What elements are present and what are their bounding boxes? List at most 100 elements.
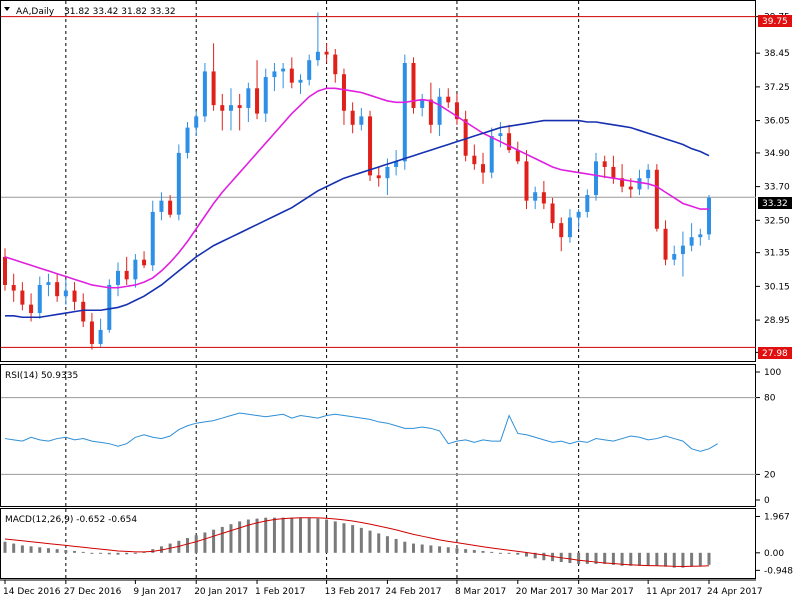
- candle-body: [228, 105, 233, 111]
- macd-histogram-bar: [73, 550, 77, 553]
- candle-body: [507, 133, 512, 151]
- x-tick-label: 20 Jan 2017: [194, 587, 248, 597]
- ma-fast-line: [4, 87, 709, 289]
- candle-body: [368, 116, 373, 176]
- candle-body: [594, 161, 599, 196]
- rsi-y-tick-label: 100: [764, 368, 781, 378]
- candle-body: [420, 99, 425, 108]
- candle-body: [72, 290, 77, 302]
- candle-body: [289, 68, 294, 83]
- candle-body: [20, 290, 25, 305]
- macd-histogram-bar: [194, 535, 198, 553]
- macd-histogram-bar: [186, 538, 190, 553]
- candle-body: [637, 178, 642, 190]
- candle-body: [202, 71, 207, 117]
- price-panel-frame: [0, 0, 756, 362]
- macd-histogram-bar: [611, 552, 615, 565]
- candle-body: [46, 282, 51, 285]
- macd-histogram-bar: [81, 551, 85, 553]
- macd-histogram-bar: [212, 529, 216, 553]
- macd-histogram-bar: [420, 544, 424, 553]
- rsi-y-tick-label: 80: [764, 394, 776, 404]
- x-tick-label: 14 Dec 2016: [3, 587, 61, 597]
- candle-body: [489, 136, 494, 173]
- candle-body: [611, 166, 616, 179]
- candle-body: [437, 96, 442, 125]
- candle-body: [481, 164, 486, 173]
- macd-histogram-bar: [333, 521, 337, 553]
- y-tick-label: 31.35: [764, 249, 790, 259]
- symbol-label: AA,Daily: [16, 7, 55, 17]
- macd-histogram-bar: [681, 552, 685, 568]
- macd-histogram-bar: [281, 517, 285, 553]
- macd-histogram-bar: [403, 541, 407, 553]
- macd-histogram-bar: [255, 518, 259, 553]
- macd-histogram-bar: [481, 550, 485, 553]
- axis-labels: 14 Dec 2016 27 Dec 2016 9 Jan 2017 20 Jan 2…: [3, 13, 790, 597]
- candle-body: [394, 161, 399, 167]
- candle-body: [29, 304, 34, 314]
- candle-body: [333, 54, 338, 75]
- macd-histogram-bar: [368, 530, 372, 553]
- macd-y-tick-label: -0.948: [764, 566, 793, 576]
- candle-body: [350, 110, 355, 125]
- current-price-label-bg: [758, 197, 792, 209]
- y-tick-label: 32.50: [764, 216, 790, 226]
- triangle-down-icon[interactable]: [4, 7, 10, 11]
- moving-averages: [4, 87, 710, 319]
- macd-histogram-bar: [646, 552, 650, 566]
- candle-body: [689, 237, 694, 246]
- candle-body: [628, 186, 633, 190]
- macd-histogram-bar: [12, 543, 16, 553]
- candle-body: [176, 152, 181, 215]
- macd-histogram-bar: [359, 527, 363, 553]
- candle-body: [185, 127, 190, 153]
- high-level-label-bg: [758, 15, 792, 27]
- x-tick-label: 13 Feb 2017: [325, 587, 381, 597]
- macd-histogram-bar: [316, 518, 320, 553]
- candle-body: [3, 256, 7, 285]
- candle-body: [37, 284, 42, 314]
- macd-histogram-bar: [690, 552, 694, 567]
- macd-histogram-bar: [637, 552, 641, 566]
- candle-body: [246, 88, 251, 108]
- candle-body: [585, 195, 590, 212]
- x-tick-label: 30 Mar 2017: [577, 587, 634, 597]
- macd-histogram-bar: [472, 550, 476, 553]
- x-tick-label: 20 Mar 2017: [516, 587, 573, 597]
- candle-body: [680, 245, 685, 255]
- candle-body: [550, 203, 555, 224]
- macd-histogram-bar: [438, 546, 442, 553]
- macd-histogram-bar: [516, 552, 520, 555]
- macd-histogram-bar: [620, 552, 624, 566]
- rsi-panel-frame: [0, 364, 756, 507]
- candle-body: [524, 161, 529, 201]
- macd-histogram-bar: [116, 552, 120, 555]
- candle-body: [237, 105, 242, 108]
- macd-panel-frame: [0, 508, 756, 579]
- macd-histogram-bar: [707, 552, 711, 565]
- candle-body: [698, 234, 703, 238]
- macd-histogram-bar: [464, 549, 468, 553]
- candle-body: [646, 169, 651, 179]
- y-tick-label: 36.05: [764, 117, 790, 127]
- macd-title: MACD(12,26,9) -0.652 -0.654: [5, 515, 137, 525]
- rsi-y-tick-label: 0: [764, 496, 770, 506]
- macd-histogram-bar: [394, 538, 398, 553]
- candle-body: [133, 259, 138, 280]
- macd-histogram-bar: [220, 526, 224, 553]
- candle-body: [81, 301, 86, 322]
- candle-body: [159, 200, 164, 212]
- rsi-indicator: 100 80 20 0: [1, 368, 781, 506]
- candle-body: [324, 51, 329, 55]
- low-level-label: 27.98: [762, 349, 788, 359]
- macd-histogram-bar: [594, 552, 598, 564]
- macd-y-tick-label: 0.00: [764, 549, 784, 559]
- x-tick-label: 24 Feb 2017: [385, 587, 441, 597]
- macd-histogram-bar: [585, 552, 589, 564]
- macd-histogram-bar: [325, 519, 329, 553]
- candle-body: [472, 155, 477, 165]
- candle-body: [142, 259, 147, 266]
